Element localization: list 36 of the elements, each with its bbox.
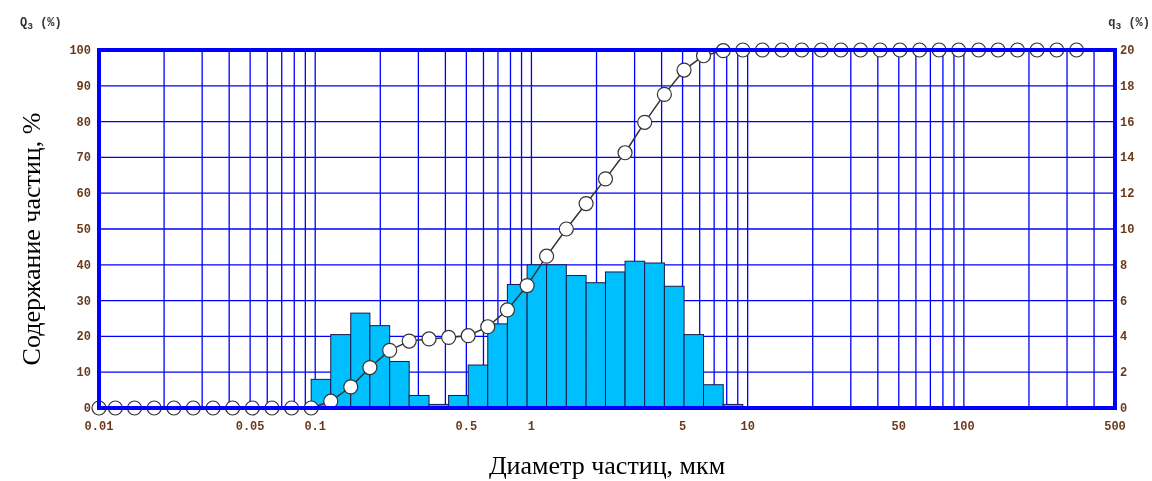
y-axis-title: Содержание частиц, % — [17, 112, 46, 366]
x-tick-label: 0.1 — [304, 420, 327, 434]
y-tick-label: 100 — [69, 44, 91, 58]
y-tick-label: 70 — [76, 151, 91, 166]
y2-tick-label: 6 — [1120, 294, 1128, 309]
x-tick-label: 0.05 — [235, 420, 265, 434]
x-tick-label: 0.5 — [455, 420, 478, 434]
y-tick-label: 40 — [76, 258, 91, 273]
x-tick-label: 1 — [527, 420, 536, 434]
y2-tick-label: 20 — [1120, 44, 1135, 58]
y2-tick-label: 14 — [1120, 151, 1135, 166]
y-tick-label: 50 — [76, 223, 91, 237]
y2-tick-label: 2 — [1120, 366, 1128, 381]
y2-tick-label: 16 — [1120, 115, 1135, 130]
y2-tick-label: 12 — [1120, 187, 1135, 202]
y2-tick-label: 10 — [1120, 223, 1135, 237]
y-tick-label: 90 — [76, 79, 91, 94]
x-tick-label: 10 — [740, 420, 755, 434]
x-tick-label: 0.01 — [84, 420, 114, 434]
y-tick-label: 0 — [83, 402, 91, 416]
text: Q$_{3}$ (%) — [20, 16, 62, 32]
x-tick-label: 50 — [891, 420, 906, 434]
y2-tick-label: 18 — [1120, 79, 1135, 94]
x-tick-label: 100 — [953, 420, 975, 434]
y-tick-label: 30 — [76, 294, 91, 309]
y-tick-label: 80 — [76, 115, 91, 130]
y-tick-label: 10 — [76, 366, 91, 381]
y2-tick-label: 8 — [1120, 258, 1128, 273]
y2-axis-title: q$_{3}$ (%) — [1108, 16, 1150, 32]
x-tick-label: 500 — [1104, 420, 1126, 434]
y2-tick-label: 4 — [1120, 330, 1128, 345]
y-tick-label: 60 — [76, 187, 91, 202]
x-tick-label: 5 — [678, 420, 687, 434]
x-axis-title: Диаметр частиц, мкм — [488, 451, 726, 480]
y-tick-label: 20 — [76, 330, 91, 345]
y2-tick-label: 0 — [1120, 402, 1128, 416]
